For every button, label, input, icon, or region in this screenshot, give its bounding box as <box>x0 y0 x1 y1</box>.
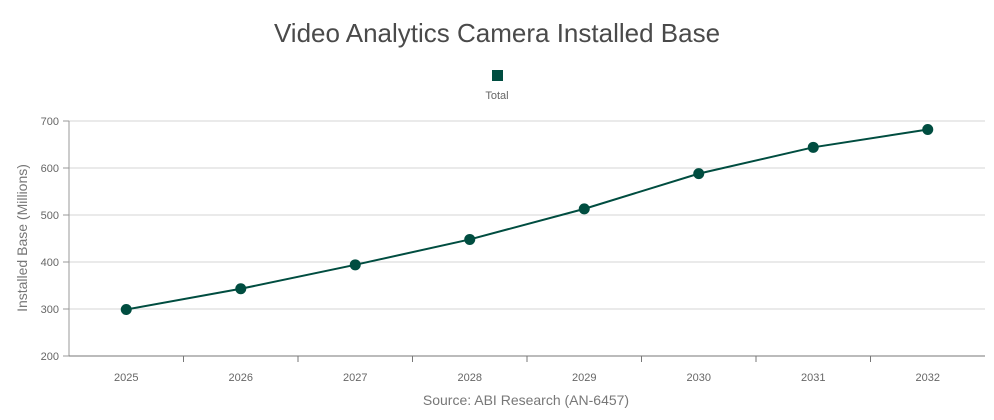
y-tick-label: 300 <box>41 304 59 316</box>
legend[interactable]: Total <box>485 70 509 102</box>
data-point <box>922 123 934 135</box>
x-tick-label: 2029 <box>572 372 596 384</box>
series-line-total <box>126 128 928 311</box>
y-tick-label: 200 <box>41 351 59 363</box>
data-point <box>349 259 361 271</box>
x-tick-label: 2028 <box>458 372 482 384</box>
y-tick-label: 700 <box>41 116 59 128</box>
data-point <box>807 141 819 153</box>
y-tick-label: 400 <box>41 257 59 269</box>
y-tick-label: 600 <box>41 163 59 175</box>
chart-title: Video Analytics Camera Installed Base <box>274 18 720 48</box>
x-tick-label: 2027 <box>343 372 367 384</box>
x-tick-label: 2030 <box>687 372 711 384</box>
legend-swatch <box>492 70 503 81</box>
y-tick-label: 500 <box>41 210 59 222</box>
legend-label: Total <box>485 90 508 102</box>
data-point <box>235 283 247 295</box>
x-tick-label: 2025 <box>114 372 138 384</box>
y-axis-label: Installed Base (Millions) <box>14 164 30 312</box>
x-tick-label: 2032 <box>916 372 940 384</box>
x-tick-label: 2031 <box>801 372 825 384</box>
x-tick-label: 2026 <box>229 372 253 384</box>
x-axis-label: Source: ABI Research (AN-6457) <box>423 392 629 408</box>
data-point <box>464 233 476 245</box>
data-point <box>578 203 590 215</box>
data-point <box>693 168 705 180</box>
data-point <box>120 303 132 315</box>
